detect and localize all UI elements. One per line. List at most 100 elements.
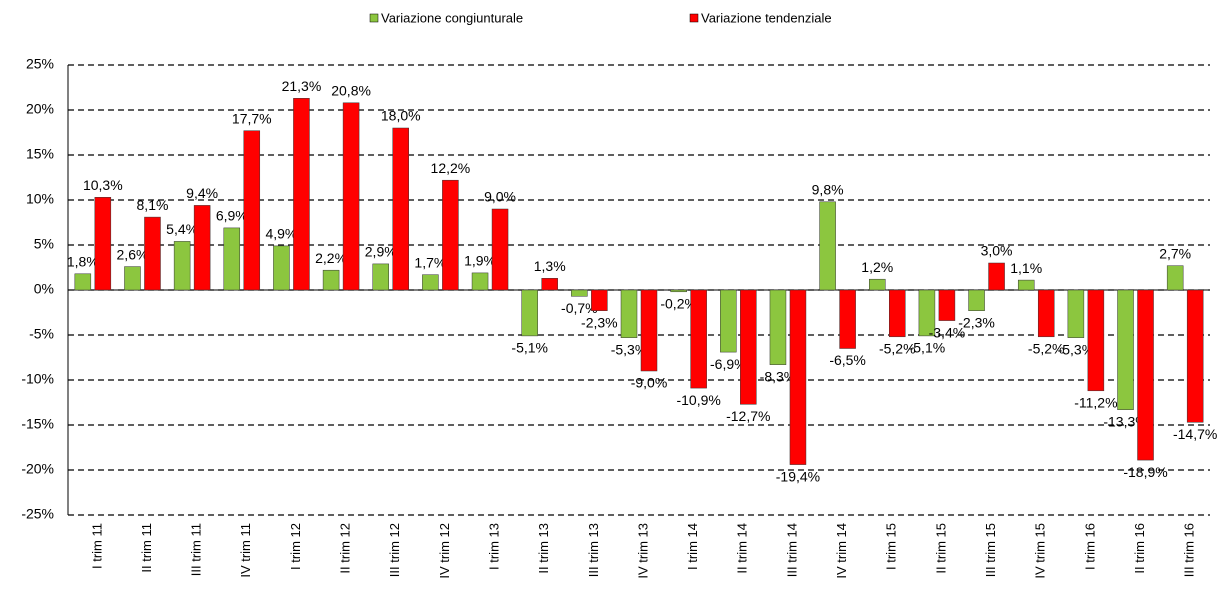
x-tick-label: I trim 15 (884, 523, 899, 570)
data-label: -8,3% (760, 368, 797, 384)
bar (769, 289, 787, 365)
data-label: 5,4% (166, 221, 198, 237)
bar (571, 289, 588, 297)
x-tick-label: I trim 14 (685, 523, 700, 570)
bar (372, 263, 389, 291)
legend-swatch (689, 13, 699, 23)
bar (342, 102, 360, 291)
y-tick-label: -20% (21, 461, 54, 477)
bar (1117, 289, 1134, 410)
x-tick-label: II trim 13 (536, 523, 551, 574)
data-label: -2,3% (958, 314, 995, 330)
x-tick-label: III trim 13 (586, 523, 601, 577)
bar (740, 289, 757, 405)
bar (442, 179, 459, 291)
x-tick-label: I trim 13 (486, 523, 501, 570)
bar (938, 289, 956, 321)
bar (620, 289, 638, 338)
x-tick-label: I trim 11 (89, 523, 104, 569)
y-tick-label: -15% (21, 416, 54, 432)
x-tick-label: II trim 15 (933, 523, 948, 574)
y-tick-label: -5% (29, 326, 54, 342)
data-label: 18,0% (381, 108, 421, 124)
bar (789, 289, 807, 465)
data-label: -11,2% (1074, 395, 1117, 411)
bar (392, 127, 409, 291)
data-label: -18,9% (1123, 464, 1167, 480)
data-label: 12,2% (431, 160, 471, 176)
legend-label: Variazione congiunturale (381, 10, 523, 25)
bar (124, 266, 141, 291)
x-tick-label: II trim 16 (1132, 523, 1147, 574)
x-tick-label: IV trim 13 (635, 523, 650, 579)
bar (94, 197, 112, 291)
data-label: 1,9% (464, 253, 496, 269)
data-label: 2,6% (117, 246, 149, 262)
data-label: -3,4% (929, 324, 966, 340)
bar (223, 227, 241, 291)
bar (193, 205, 211, 291)
data-label: -0,2% (660, 296, 697, 312)
y-tick-label: 15% (26, 146, 54, 162)
bar (144, 216, 161, 291)
data-label: 9,4% (186, 185, 218, 201)
bar (1166, 265, 1184, 291)
x-tick-label: IV trim 11 (238, 523, 253, 578)
bar (918, 289, 936, 337)
bar (74, 273, 92, 291)
bar (720, 289, 737, 353)
y-tick-label: 20% (26, 101, 54, 117)
legend-swatch (369, 13, 379, 23)
bar (491, 208, 509, 291)
bar (690, 289, 707, 389)
data-label: 1,1% (1010, 260, 1042, 276)
data-label: -13,3% (1103, 413, 1147, 429)
bar (422, 274, 439, 291)
bar (640, 289, 658, 372)
bar (988, 262, 1005, 291)
data-label: 1,3% (534, 258, 566, 274)
data-label: 2,9% (365, 244, 397, 260)
bar (173, 241, 191, 291)
y-tick-label: -25% (21, 506, 54, 522)
x-tick-label: II trim 14 (735, 523, 750, 574)
bar (521, 289, 538, 337)
bar (591, 289, 608, 311)
data-label: 21,3% (282, 78, 322, 94)
data-label: 2,7% (1159, 245, 1191, 261)
bar (1067, 289, 1085, 338)
data-label: -9,0% (631, 375, 668, 391)
data-label: -5,2% (879, 341, 916, 357)
data-label: 8,1% (137, 197, 169, 213)
data-label: 6,9% (216, 208, 248, 224)
data-label: -5,3% (1058, 341, 1095, 357)
data-label: -5,1% (909, 340, 946, 356)
data-label: -10,9% (676, 392, 720, 408)
x-tick-label: I trim 12 (288, 523, 303, 570)
bar (889, 289, 906, 338)
bar (1087, 289, 1105, 392)
x-tick-label: III trim 12 (387, 523, 402, 577)
bar (471, 272, 489, 291)
bar (243, 130, 261, 291)
bar (670, 289, 687, 293)
bar (869, 278, 886, 291)
data-label: 20,8% (331, 83, 371, 99)
x-tick-label: IV trim 15 (1033, 523, 1048, 579)
x-tick-label: III trim 15 (983, 523, 998, 577)
x-tick-label: IV trim 14 (834, 523, 849, 579)
y-tick-label: 0% (34, 281, 54, 297)
bar (1137, 289, 1154, 461)
bar (1186, 289, 1204, 423)
data-label: 4,9% (265, 226, 297, 242)
data-label: -5,3% (611, 341, 648, 357)
y-tick-label: 25% (26, 56, 54, 72)
x-tick-label: III trim 16 (1182, 523, 1197, 577)
x-tick-label: II trim 12 (338, 523, 353, 574)
bar (1037, 289, 1055, 338)
data-label: -0,7% (561, 300, 598, 316)
bar (293, 98, 310, 291)
data-label: -6,5% (829, 352, 866, 368)
data-label: -5,1% (511, 340, 548, 356)
